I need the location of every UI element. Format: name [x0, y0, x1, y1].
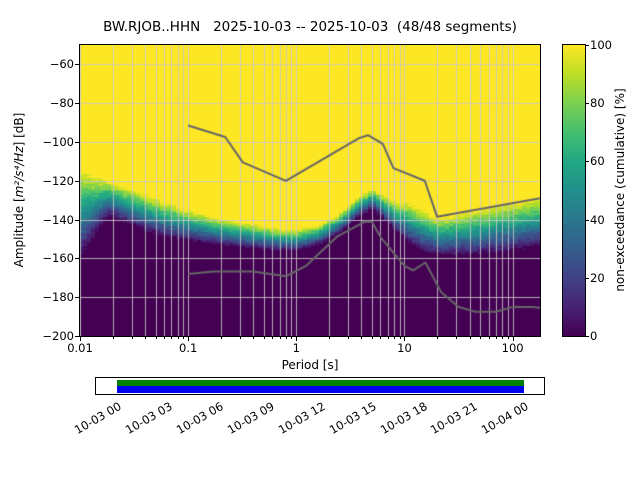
x-tick-label: 0.01 [67, 341, 93, 355]
x-minor-tick-mark [495, 337, 497, 339]
colorbar-tick-mark [586, 45, 589, 46]
x-minor-tick-mark [145, 337, 147, 339]
x-minor-tick-mark [387, 337, 389, 339]
y-tick-label: −120 [42, 173, 74, 188]
colorbar-tick-mark [586, 277, 589, 279]
x-axis-label: Period [s] [281, 358, 339, 372]
x-minor-tick-mark [502, 337, 504, 339]
x-tick-mark [188, 337, 190, 341]
x-minor-tick-mark [361, 337, 363, 339]
x-minor-tick-mark [291, 337, 293, 339]
colorbar-tick-label: 80 [590, 96, 605, 111]
colorbar-tick-mark [586, 219, 589, 221]
x-minor-tick-mark [171, 337, 173, 339]
y-tick-label: −140 [42, 212, 74, 227]
x-minor-tick-mark [164, 337, 166, 339]
x-minor-tick-mark [380, 337, 382, 339]
y-tick-mark [75, 258, 79, 260]
x-minor-tick-mark [456, 337, 458, 339]
x-minor-tick-mark [328, 337, 330, 339]
timeline-tick-label: 10-03 06 [173, 399, 226, 437]
colorbar-tick-label: 0 [590, 329, 598, 343]
x-minor-tick-mark [131, 337, 133, 339]
y-tick-mark [75, 219, 79, 221]
y-tick-mark [75, 336, 79, 337]
timeline-tick-label: 10-03 03 [123, 399, 175, 437]
colorbar-tick-label: 60 [590, 154, 605, 169]
y-tick-mark [75, 180, 79, 182]
colorbar-tick-mark [586, 161, 589, 163]
timeline-coverage-bar [95, 377, 545, 395]
x-minor-tick-mark [399, 337, 401, 339]
y-tick-mark [75, 103, 79, 105]
x-minor-tick-mark [371, 337, 373, 339]
x-minor-tick-mark [177, 337, 179, 339]
timeline-data-stripe-green [117, 379, 524, 386]
x-minor-tick-mark [285, 337, 287, 339]
x-tick-label: 10 [397, 341, 412, 355]
y-axis-label-post: ] [dB] [12, 112, 26, 147]
y-axis-label: Amplitude [m²/s⁴/Hz] [dB] [12, 113, 26, 268]
x-tick-mark [296, 337, 298, 341]
x-minor-tick-mark [112, 337, 114, 339]
x-tick-label: 1 [292, 341, 300, 355]
x-tick-mark [512, 337, 514, 341]
y-tick-label: −200 [42, 329, 74, 343]
colorbar-tick-label: 40 [590, 212, 605, 227]
plot-title: BW.RJOB..HHN 2025-10-03 -- 2025-10-03 (4… [103, 19, 517, 35]
colorbar-tick-mark [586, 336, 589, 337]
colorbar [562, 44, 586, 337]
ppsd-heatmap-canvas [80, 45, 540, 336]
y-tick-label: −80 [49, 96, 74, 111]
colorbar-tick-label: 20 [590, 270, 605, 285]
timeline-tick-label: 10-03 15 [326, 399, 379, 437]
x-minor-tick-mark [480, 337, 482, 339]
x-minor-tick-mark [507, 337, 509, 339]
timeline-data-stripe-blue [117, 386, 524, 393]
x-minor-tick-mark [347, 337, 349, 339]
y-tick-mark [75, 297, 79, 299]
x-minor-tick-mark [437, 337, 439, 339]
x-minor-tick-mark [239, 337, 241, 339]
timeline-tick-label: 10-03 21 [428, 399, 481, 437]
y-tick-label: −60 [49, 57, 74, 72]
x-minor-tick-mark [279, 337, 281, 339]
x-minor-tick-mark [253, 337, 255, 339]
x-minor-tick-mark [394, 337, 395, 339]
y-axis-label-pre: Amplitude [ [12, 197, 26, 268]
x-tick-mark [404, 337, 406, 341]
x-minor-tick-mark [155, 337, 157, 339]
y-tick-label: −180 [42, 290, 74, 305]
y-tick-mark [75, 64, 79, 66]
x-minor-tick-mark [263, 337, 265, 339]
x-minor-tick-mark [272, 337, 274, 339]
colorbar-gradient-canvas [563, 45, 585, 336]
x-tick-label: 100 [501, 341, 524, 355]
plot-area [79, 44, 541, 337]
y-tick-label: −100 [42, 135, 74, 149]
timeline-tick-label: 10-04 00 [479, 399, 531, 437]
timeline-tick-label: 10-03 09 [224, 399, 277, 437]
colorbar-tick-mark [586, 103, 589, 105]
timeline-tick-label: 10-03 18 [377, 399, 430, 437]
x-minor-tick-mark [220, 337, 222, 339]
timeline-tick-label: 10-03 00 [72, 399, 124, 437]
x-tick-label: 0.1 [179, 341, 198, 355]
x-minor-tick-mark [488, 337, 490, 339]
timeline-tick-label: 10-03 12 [275, 399, 328, 437]
x-minor-tick-mark [469, 337, 471, 339]
x-tick-mark [80, 337, 81, 341]
y-tick-label: −160 [42, 251, 74, 266]
colorbar-label: non-exceedance (cumulative) [%] [613, 88, 627, 292]
colorbar-tick-label: 100 [590, 38, 612, 52]
y-axis-label-units: m²/s⁴/Hz [12, 146, 26, 198]
y-tick-mark [75, 142, 79, 143]
x-minor-tick-mark [183, 337, 185, 339]
